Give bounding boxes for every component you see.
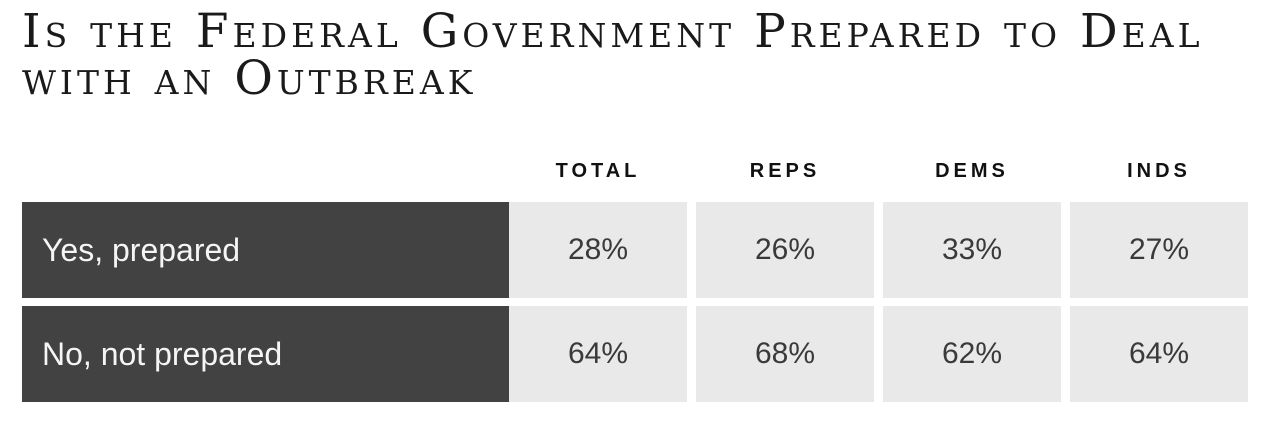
- column-header-inds: INDS: [1127, 160, 1191, 182]
- table-cell: 68%: [696, 306, 874, 402]
- chart-title: Is the Federal Government Prepared to De…: [22, 4, 1204, 106]
- table-header-row: TOTAL REPS DEMS INDS: [22, 150, 1248, 202]
- table-row: No, not prepared 64% 68% 62% 64%: [22, 306, 1248, 402]
- column-header-reps: REPS: [749, 160, 821, 182]
- column-header-total: TOTAL: [555, 160, 641, 182]
- table-cell: 33%: [883, 202, 1061, 298]
- column-header-dems: DEMS: [935, 160, 1009, 182]
- table-row: Yes, prepared 28% 26% 33% 27%: [22, 202, 1248, 298]
- table-cell: 64%: [1070, 306, 1248, 402]
- table-cell: 26%: [696, 202, 874, 298]
- row-label: No, not prepared: [22, 306, 521, 402]
- table-cell: 28%: [509, 202, 687, 298]
- results-table: TOTAL REPS DEMS INDS Yes, prepared 28% 2…: [22, 150, 1248, 410]
- table-cell: 64%: [509, 306, 687, 402]
- table-cell: 62%: [883, 306, 1061, 402]
- table-cell: 27%: [1070, 202, 1248, 298]
- row-label: Yes, prepared: [22, 202, 521, 298]
